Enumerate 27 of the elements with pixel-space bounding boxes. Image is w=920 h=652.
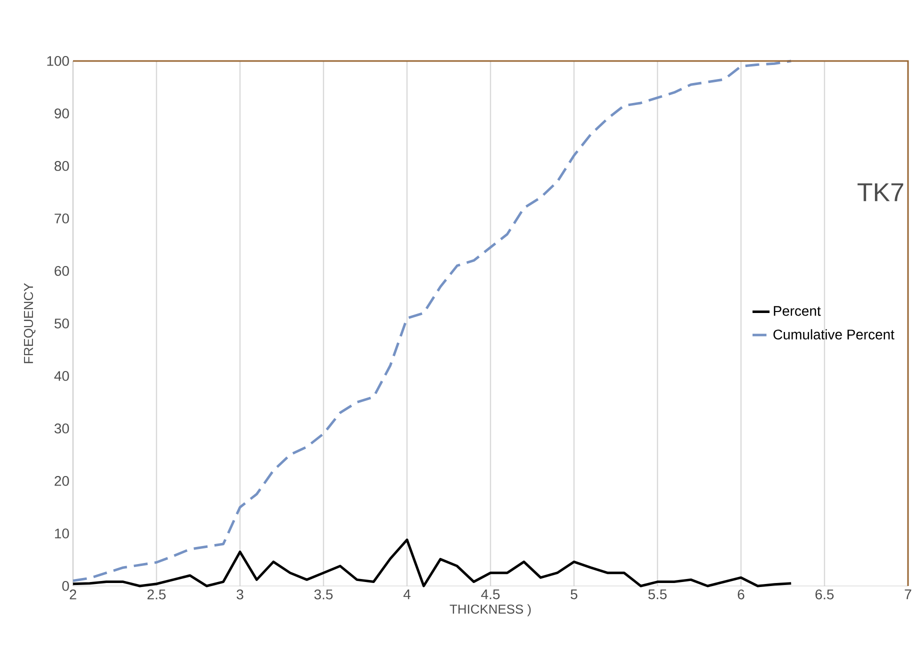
y-tick-label: 30 [54,424,69,434]
legend-label: Cumulative Percent [773,329,894,340]
y-tick-label: 20 [54,476,69,486]
y-tick-label: 80 [54,161,69,171]
legend-label: Percent [774,306,821,316]
x-tick-label: 3 [236,589,244,600]
y-tick-label: 40 [54,371,69,381]
x-axis-title: THICKNESS ) [450,604,531,616]
x-tick-label: 5 [570,590,578,600]
y-tick-label: 70 [54,214,69,224]
x-tick-label: 2 [70,589,76,600]
annotation: TK7 [858,183,904,202]
x-tick-label: 6 [738,589,744,600]
y-tick-label: 90 [54,108,69,118]
y-tick-label: 100 [47,56,69,66]
x-tick-label: 4 [403,590,410,600]
x-tick-label: 7 [904,590,912,600]
y-tick-label: 60 [54,266,69,276]
x-tick-label: 4.5 [481,590,500,600]
y-axis-title: FREQUENCY [24,283,36,364]
y-tick-label: 0 [62,581,69,591]
x-tick-label: 6.5 [816,589,834,600]
y-tick-label: 50 [54,318,69,328]
x-tick-label: 2.5 [148,589,166,600]
x-tick-label: 5.5 [648,590,667,600]
y-tick-label: 10 [55,528,69,538]
x-tick-label: 3.5 [314,589,333,600]
